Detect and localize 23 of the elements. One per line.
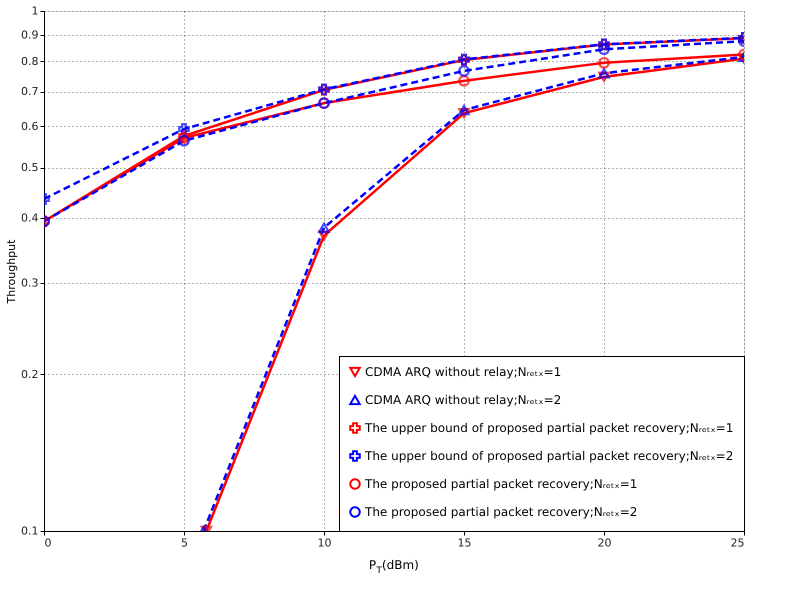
y-tick-label: 0.8 [21,54,38,68]
legend-label: CDMA ARQ without relay;Nᵣₑₜₓ=2 [365,393,562,407]
y-tick-label: 0.4 [21,211,38,224]
y-tick-label: 0.1 [21,524,38,538]
x-tick-label: 5 [181,536,188,550]
legend-label: The proposed partial packet recovery;Nᵣₑₜₓ=2 [364,505,638,519]
legend-label: The upper bound of proposed partial packet recovery;Nᵣₑₜₓ=2 [364,449,734,463]
y-tick-label: 0.9 [21,28,38,42]
y-tick-label: 0.7 [21,85,38,98]
y-tick-label: 1 [32,4,38,18]
x-tick-label: 15 [458,536,472,550]
y-axis-title: Throughput [5,238,18,304]
x-tick-label: 20 [598,536,612,550]
y-tick-label: 0.3 [21,276,38,290]
x-tick-label: 25 [730,536,744,550]
legend-label: The upper bound of proposed partial packet recovery;Nᵣₑₜₓ=1 [364,421,734,435]
legend-label: The proposed partial packet recovery;Nᵣₑₜₓ=1 [364,477,638,491]
y-tick-label: 0.2 [21,368,38,381]
x-tick-label: 10 [318,536,332,550]
x-tick-label: 0 [44,536,52,550]
legend-label: CDMA ARQ without relay;Nᵣₑₜₓ=1 [365,365,562,379]
y-tick-label: 0.6 [21,120,38,133]
y-tick-label: 0.5 [21,161,38,174]
